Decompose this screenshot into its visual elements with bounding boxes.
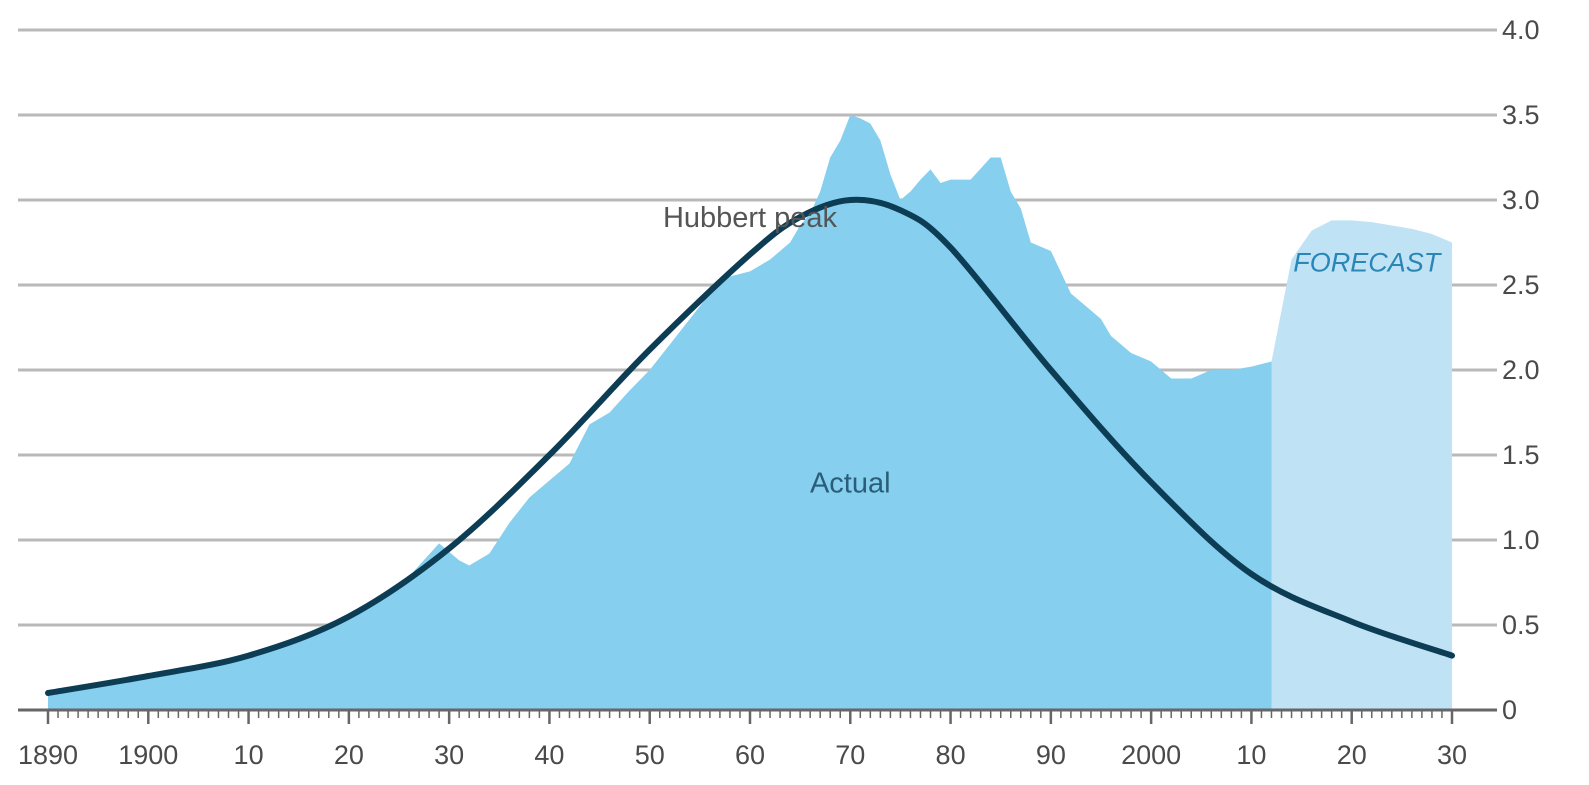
y-tick-label: 2.0 <box>1502 355 1540 385</box>
x-tick-label: 10 <box>234 740 264 770</box>
y-tick-label: 1.5 <box>1502 440 1540 470</box>
y-tick-label: 3.5 <box>1502 100 1540 130</box>
x-tick-label: 1900 <box>118 740 178 770</box>
y-tick-label: 0 <box>1502 695 1517 725</box>
y-tick-label: 2.5 <box>1502 270 1540 300</box>
x-tick-label: 60 <box>735 740 765 770</box>
x-tick-label: 40 <box>534 740 564 770</box>
x-tick-label: 2000 <box>1121 740 1181 770</box>
annotation-actual: Actual <box>810 467 891 499</box>
area-forecast <box>1271 220 1452 710</box>
x-tick-label: 30 <box>434 740 464 770</box>
x-tick-label: 90 <box>1036 740 1066 770</box>
annotation-forecast: FORECAST <box>1293 247 1443 277</box>
line-series <box>45 196 1455 696</box>
y-tick-label: 3.0 <box>1502 185 1540 215</box>
y-tick-label: 0.5 <box>1502 610 1540 640</box>
x-tick-label: 70 <box>835 740 865 770</box>
x-tick-label: 20 <box>334 740 364 770</box>
x-tick-label: 1890 <box>18 740 78 770</box>
annotation-hubbert-peak: Hubbert peak <box>663 202 838 234</box>
x-tick-label: 80 <box>936 740 966 770</box>
chart-labels: 0 0.5 1.0 1.5 2.0 2.5 3.0 3.5 4.0 1890 1900 10 20 30 4… <box>18 15 1540 770</box>
axes <box>18 708 1497 724</box>
x-tick-label: 50 <box>635 740 665 770</box>
y-tick-label: 1.0 <box>1502 525 1540 555</box>
x-tick-label: 10 <box>1236 740 1266 770</box>
x-tick-label: 20 <box>1337 740 1367 770</box>
hubbert-curve <box>45 196 1455 696</box>
x-tick-label: 30 <box>1437 740 1467 770</box>
y-tick-label: 4.0 <box>1502 15 1540 45</box>
